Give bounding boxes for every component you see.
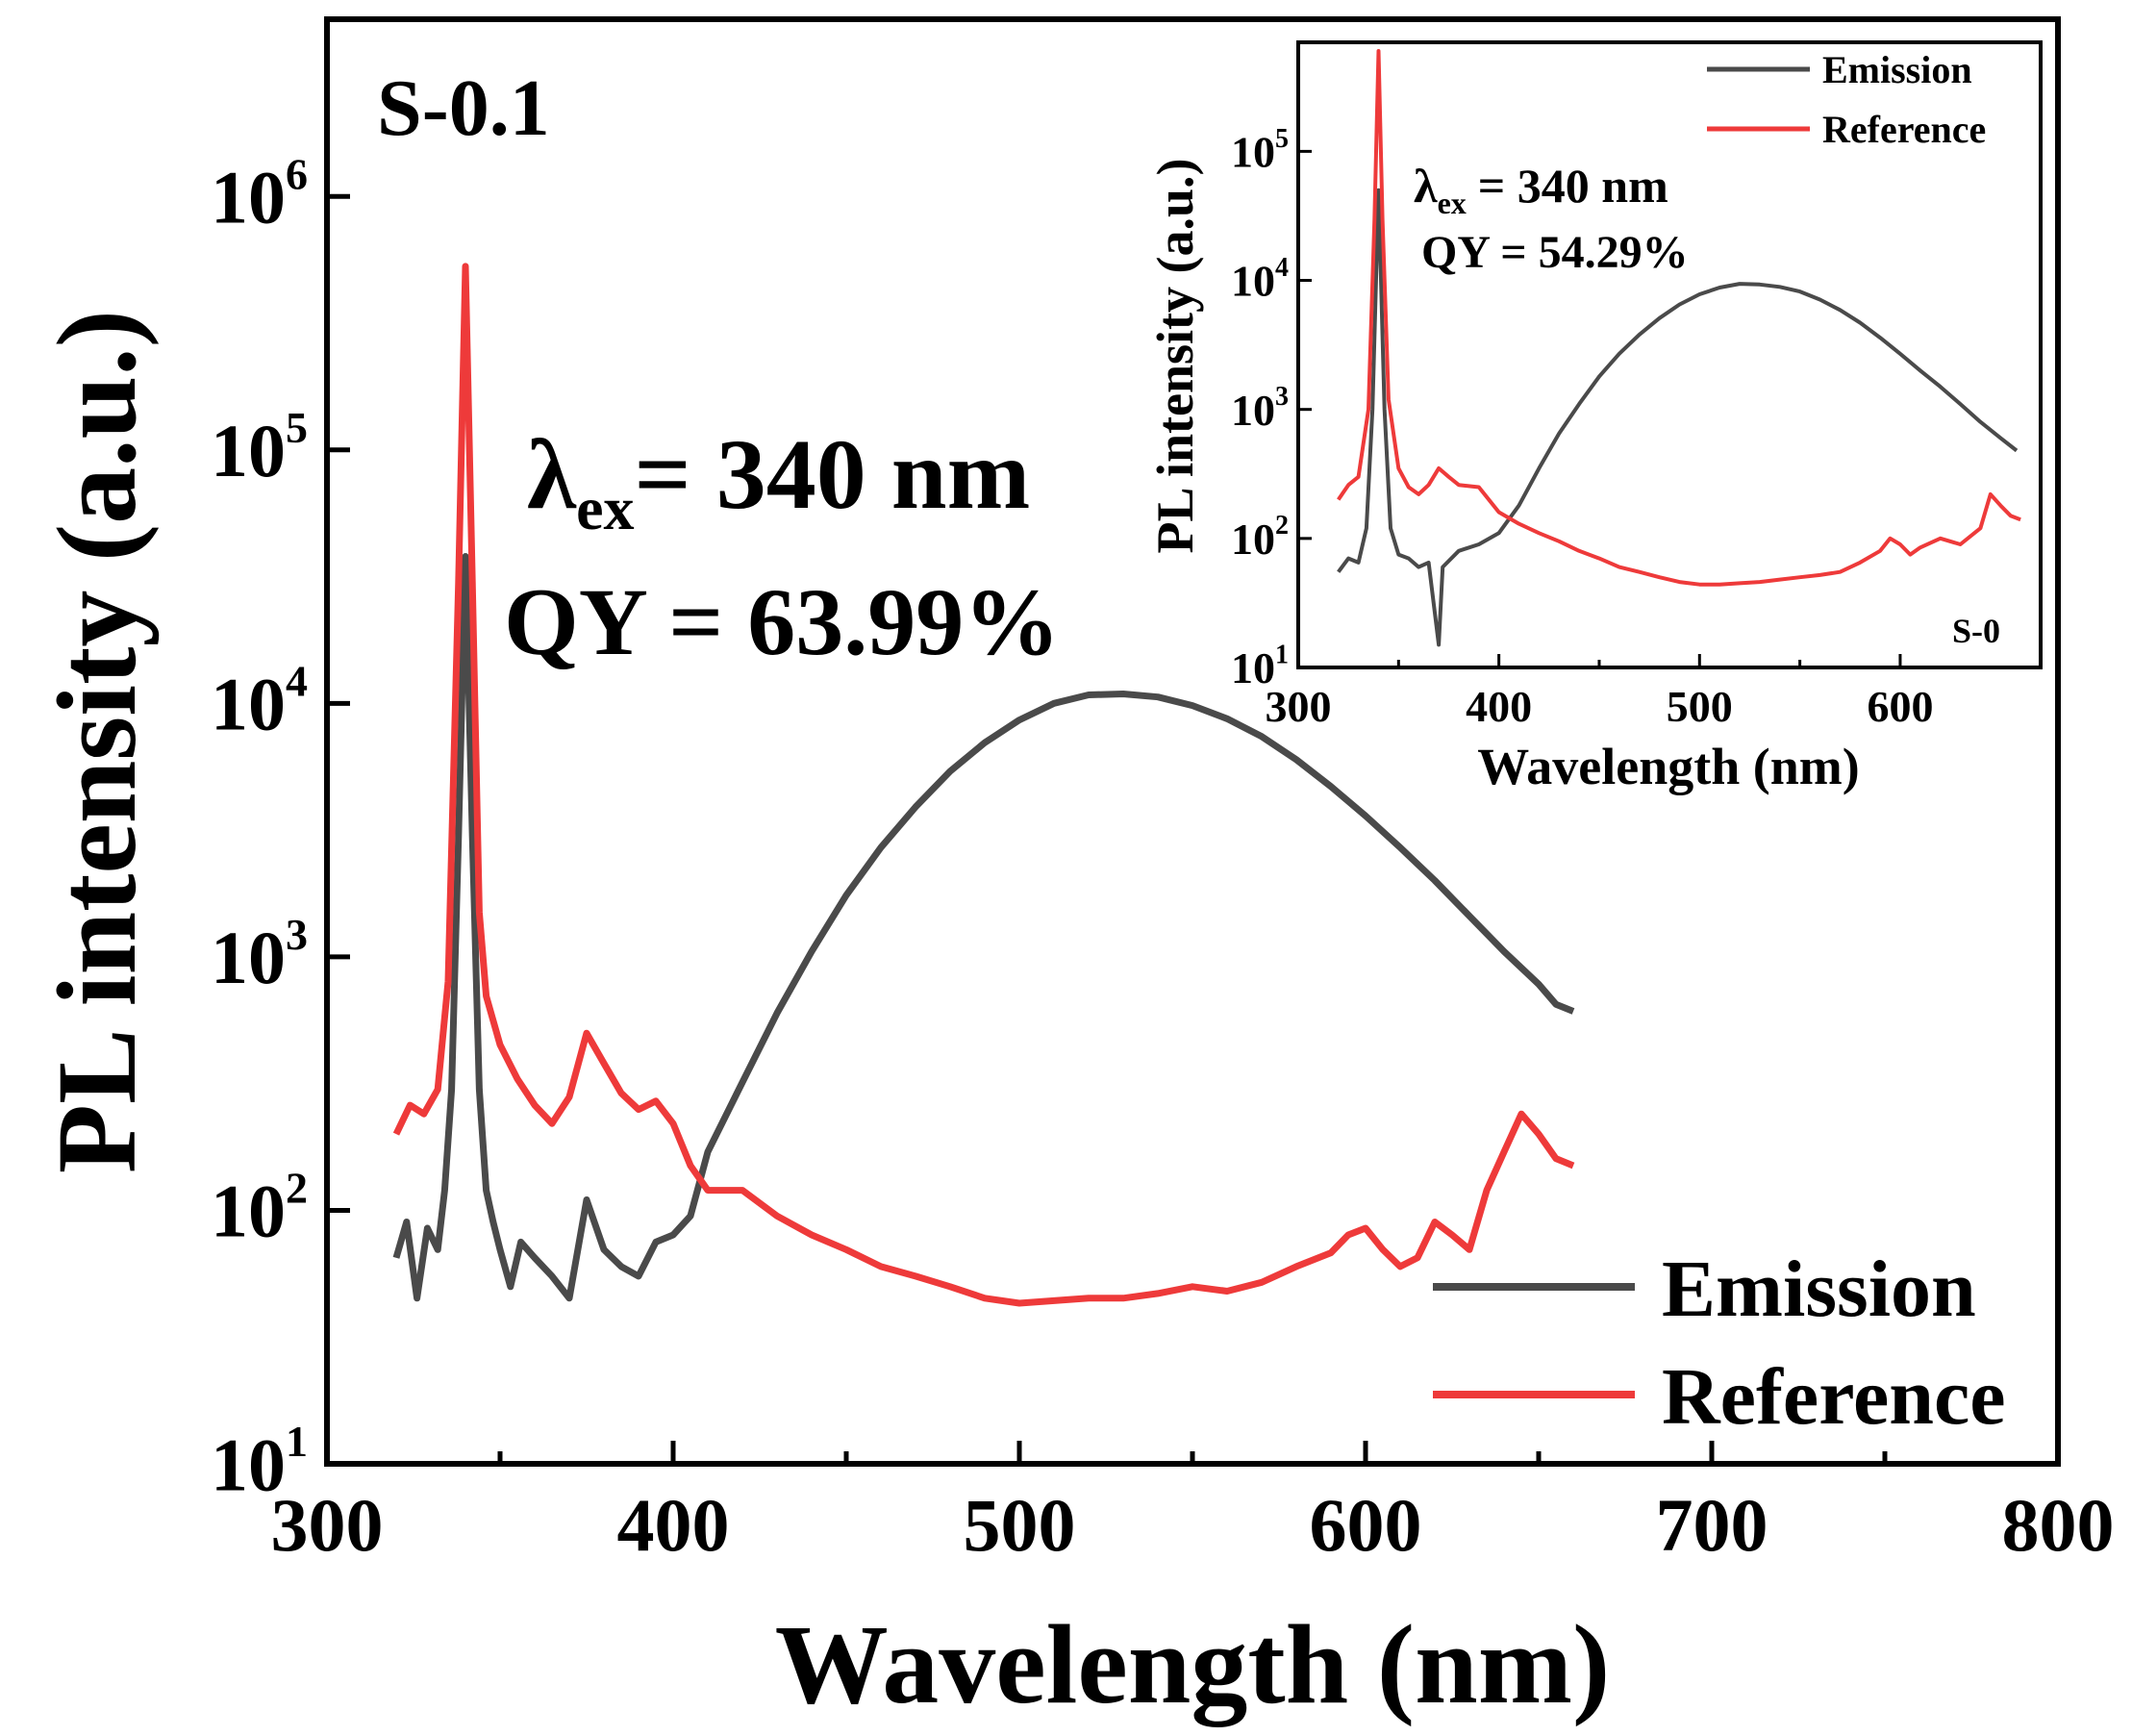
inset-y-tick-base: 10 <box>1231 127 1275 176</box>
inset-y-axis-label: PL intensity (a.u.) <box>1146 158 1204 553</box>
inset-legend-emission-label: Emission <box>1822 48 1972 91</box>
inset-y-tick-label: 103 <box>1231 382 1289 435</box>
main-qy-annotation: QY = 63.99% <box>504 568 1060 675</box>
main-y-tick-base: 10 <box>211 916 286 999</box>
inset-x-tick-label: 500 <box>1667 682 1733 731</box>
main-y-tick-label: 101 <box>211 1417 308 1506</box>
main-y-tick-base: 10 <box>211 1170 286 1253</box>
inset-y-tick-exponent: 5 <box>1275 124 1289 154</box>
main-excitation-subscript: ex <box>576 474 634 542</box>
main-y-tick-base: 10 <box>211 156 286 239</box>
main-series-reference-line <box>392 263 1575 1307</box>
main-y-tick-exponent: 5 <box>286 403 308 452</box>
inset-y-tick-exponent: 1 <box>1275 640 1289 669</box>
inset-plot-frame <box>1296 40 2043 669</box>
inset-legend-reference-label: Reference <box>1822 108 1986 151</box>
inset-y-tick-label: 105 <box>1231 124 1289 177</box>
inset-excitation-value: = 340 nm <box>1478 159 1668 213</box>
inset-x-tick-label: 300 <box>1266 682 1332 731</box>
main-legend-reference-label: Reference <box>1662 1352 2006 1442</box>
main-y-tick-exponent: 1 <box>286 1417 308 1466</box>
inset-sample-label: S-0 <box>1952 612 2000 650</box>
inset-y-tick-label: 101 <box>1231 640 1289 692</box>
main-sample-label: S-0.1 <box>377 63 550 153</box>
main-legend-emission-label: Emission <box>1662 1245 1976 1334</box>
inset-y-tick-base: 10 <box>1231 257 1275 306</box>
main-y-tick-label: 105 <box>211 403 308 492</box>
main-excitation-value: = 340 nm <box>635 419 1031 530</box>
inset-qy-annotation: QY = 54.29% <box>1421 227 1689 278</box>
main-y-tick-label: 104 <box>211 657 308 746</box>
inset-y-tick-exponent: 3 <box>1275 382 1289 412</box>
inset-x-axis-label: Wavelength (nm) <box>1477 738 1860 795</box>
inset-series-reference-line <box>1337 49 2021 587</box>
main-x-tick-label: 800 <box>2002 1483 2115 1567</box>
main-legend: Emission Reference <box>1433 1245 2006 1442</box>
main-excitation-symbol: λ <box>527 419 577 530</box>
main-x-tick-label: 600 <box>1310 1483 1422 1567</box>
main-x-axis-label: Wavelength (nm) <box>775 1601 1611 1727</box>
inset-y-tick-base: 10 <box>1231 515 1275 564</box>
main-y-tick-base: 10 <box>211 663 286 746</box>
inset-excitation-subscript: ex <box>1438 186 1467 220</box>
inset-series-emission-line <box>1337 188 2019 647</box>
main-y-tick-exponent: 3 <box>286 910 308 959</box>
inset-y-tick-label: 102 <box>1231 511 1289 564</box>
main-series-layer <box>392 263 1575 1307</box>
main-x-tick-label: 500 <box>964 1483 1076 1567</box>
inset-excitation-symbol: λ <box>1414 159 1438 213</box>
main-y-tick-exponent: 6 <box>286 149 308 198</box>
main-x-tick-label: 400 <box>617 1483 730 1567</box>
main-y-axis-label: PL intensity (a.u.) <box>34 310 160 1173</box>
inset-y-tick-exponent: 4 <box>1275 253 1289 283</box>
inset-y-tick-exponent: 2 <box>1275 511 1289 541</box>
inset-y-tick-base: 10 <box>1231 643 1275 692</box>
main-y-tick-exponent: 2 <box>286 1164 308 1213</box>
inset-y-tick-label: 104 <box>1231 253 1289 306</box>
main-y-tick-exponent: 4 <box>286 657 308 706</box>
inset-x-tick-label: 400 <box>1466 682 1532 731</box>
main-x-tick-label: 300 <box>271 1483 384 1567</box>
inset-series-layer <box>1337 49 2021 647</box>
inset-excitation-annotation: λex = 340 nm <box>1414 159 1668 220</box>
main-y-tick-label: 102 <box>211 1164 308 1253</box>
main-series-emission-line <box>392 553 1575 1302</box>
main-y-tick-base: 10 <box>211 1422 286 1506</box>
inset-x-tick-label: 600 <box>1867 682 1933 731</box>
main-y-tick-label: 103 <box>211 910 308 999</box>
main-y-tick-label: 106 <box>211 149 308 239</box>
inset-y-tick-base: 10 <box>1231 386 1275 435</box>
inset-legend: Emission Reference <box>1707 48 1986 151</box>
main-excitation-annotation: λex= 340 nm <box>527 419 1030 542</box>
inset-background <box>1298 42 2041 667</box>
main-x-tick-label: 700 <box>1656 1483 1768 1567</box>
main-y-tick-base: 10 <box>211 409 286 492</box>
